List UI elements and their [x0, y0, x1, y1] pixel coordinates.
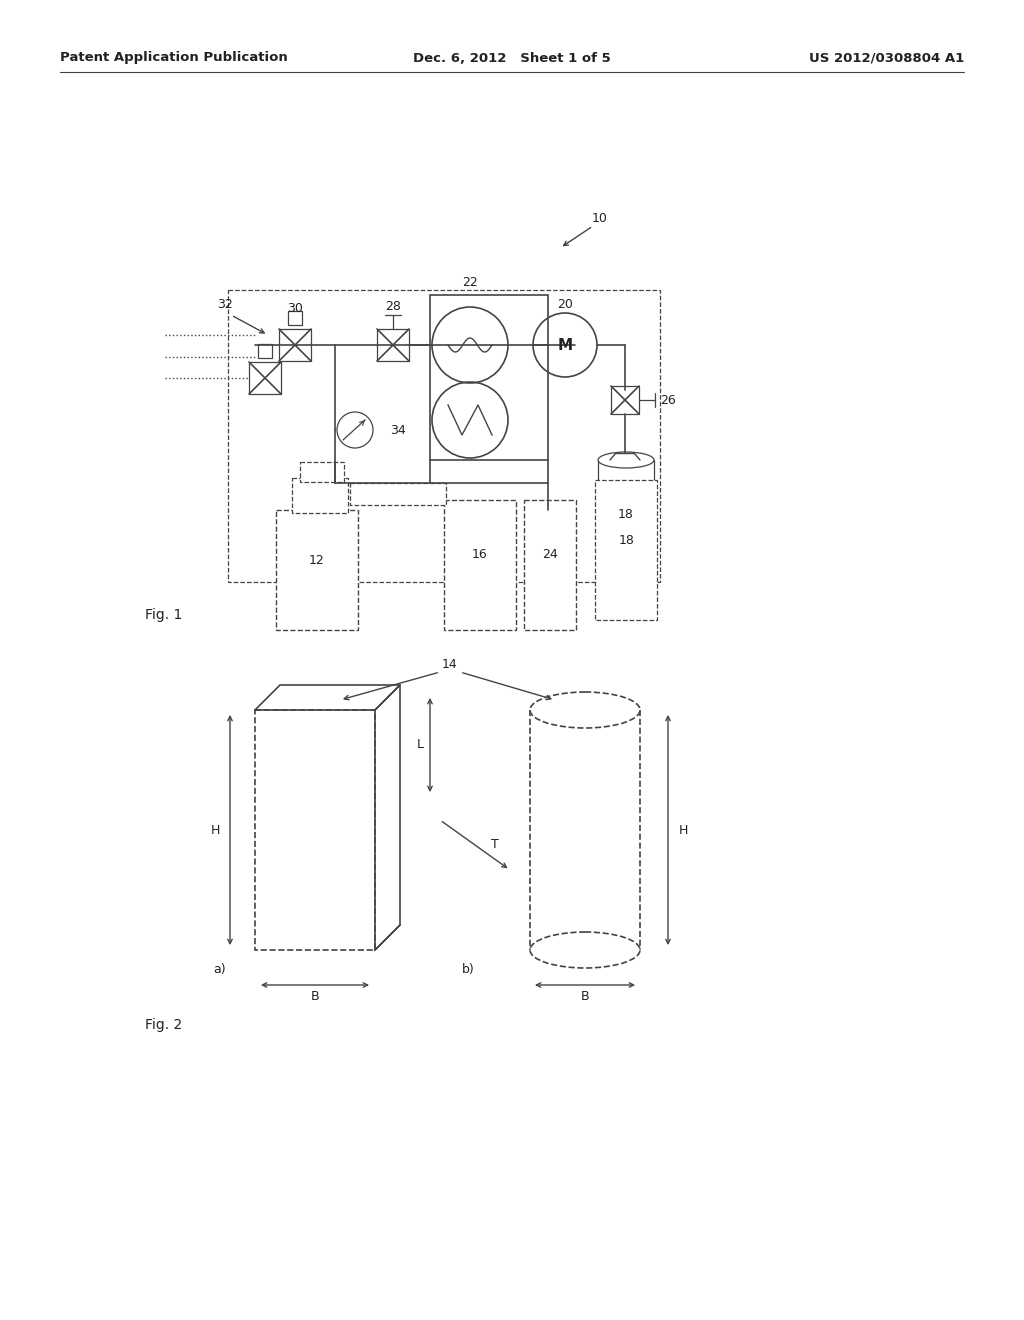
Text: 34: 34	[390, 424, 406, 437]
Text: H: H	[678, 824, 688, 837]
Bar	[292, 478, 348, 513]
Text: 24: 24	[542, 549, 558, 561]
Bar	[430, 294, 548, 459]
Ellipse shape	[530, 932, 640, 968]
Text: 32: 32	[217, 298, 232, 312]
Ellipse shape	[530, 692, 640, 729]
Text: L: L	[417, 738, 424, 751]
Ellipse shape	[598, 562, 654, 578]
Text: B: B	[310, 990, 319, 1003]
Bar	[276, 510, 358, 630]
Text: Fig. 2: Fig. 2	[145, 1018, 182, 1032]
Bar	[595, 480, 657, 620]
Bar	[300, 462, 344, 482]
Text: a): a)	[213, 964, 225, 977]
Text: 26: 26	[660, 393, 676, 407]
Bar	[377, 329, 409, 360]
Bar	[524, 500, 575, 630]
Bar	[288, 312, 302, 325]
Text: M: M	[557, 338, 572, 352]
Bar	[255, 710, 375, 950]
Text: 28: 28	[385, 301, 401, 314]
Text: 22: 22	[462, 276, 478, 289]
Bar	[611, 385, 639, 414]
Text: B: B	[581, 990, 590, 1003]
Text: Dec. 6, 2012   Sheet 1 of 5: Dec. 6, 2012 Sheet 1 of 5	[413, 51, 611, 65]
Text: b): b)	[462, 964, 475, 977]
Text: 18: 18	[618, 508, 634, 521]
Text: 18: 18	[620, 533, 635, 546]
Text: 30: 30	[287, 301, 303, 314]
Text: H: H	[210, 824, 220, 837]
Bar	[350, 483, 446, 506]
Bar	[598, 459, 654, 570]
Text: 14: 14	[442, 659, 458, 672]
Bar	[258, 345, 272, 358]
Bar	[249, 362, 281, 393]
Text: 12: 12	[309, 553, 325, 566]
Text: 20: 20	[557, 298, 573, 312]
Ellipse shape	[598, 451, 654, 469]
Bar	[228, 290, 660, 582]
Text: Patent Application Publication: Patent Application Publication	[60, 51, 288, 65]
Text: 16: 16	[472, 549, 487, 561]
Text: 10: 10	[592, 211, 608, 224]
Bar	[444, 500, 516, 630]
Text: T: T	[492, 838, 499, 851]
Bar	[279, 329, 311, 360]
Text: Fig. 1: Fig. 1	[145, 609, 182, 622]
Text: US 2012/0308804 A1: US 2012/0308804 A1	[809, 51, 964, 65]
